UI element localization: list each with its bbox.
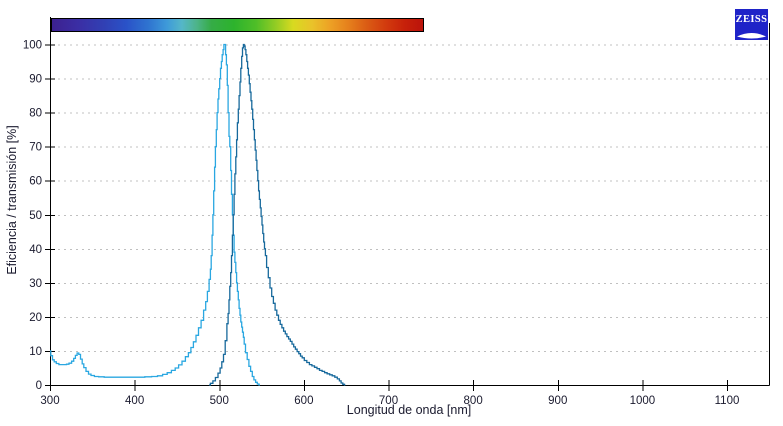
y-axis-title: Eficiencia / transmisión [%] (5, 125, 19, 275)
x-tick-label-300: 300 (40, 395, 59, 407)
y-tick-label-20: 20 (29, 312, 42, 324)
y-tick-label-80: 80 (29, 108, 42, 120)
x-tick-label-600: 600 (294, 395, 313, 407)
y-tick-label-70: 70 (29, 142, 42, 154)
x-tick-label-900: 900 (548, 395, 567, 407)
x-tick-label-700: 700 (379, 395, 398, 407)
y-tick-label-0: 0 (36, 380, 42, 392)
excitation-curve (50, 43, 260, 386)
x-tick-label-1100: 1100 (715, 395, 740, 407)
emission-curve (209, 43, 346, 386)
y-tick-label-50: 50 (29, 210, 42, 222)
y-tick-label-30: 30 (29, 278, 42, 290)
x-tick-label-500: 500 (210, 395, 229, 407)
lens-icon (737, 33, 766, 39)
y-tick-label-90: 90 (29, 74, 42, 86)
wavelength-spectrum-bar (51, 18, 424, 32)
x-tick-label-1000: 1000 (630, 395, 656, 407)
x-tick-label-400: 400 (125, 395, 144, 407)
x-tick-label-800: 800 (464, 395, 483, 407)
zeiss-logo: ZEISS (735, 9, 768, 40)
zeiss-logo-text: ZEISS (736, 14, 768, 25)
y-tick-label-40: 40 (29, 244, 42, 256)
y-tick-label-10: 10 (29, 346, 42, 358)
y-tick-label-100: 100 (23, 40, 42, 52)
y-tick-label-60: 60 (29, 176, 42, 188)
x-axis-title: Longitud de onda [nm] (346, 403, 472, 417)
